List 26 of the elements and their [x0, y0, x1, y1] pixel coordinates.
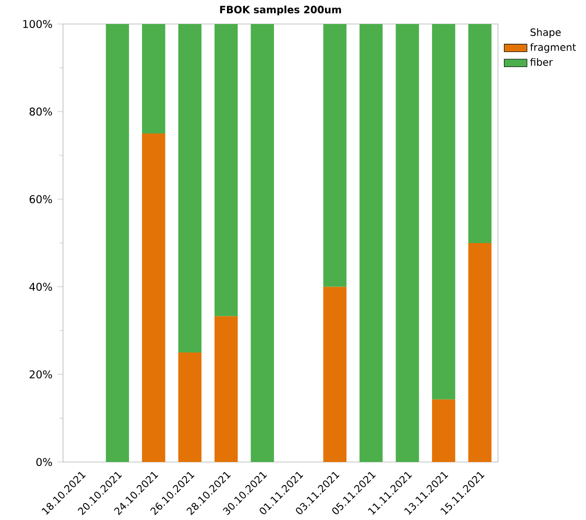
bar [432, 399, 456, 462]
bar [142, 24, 166, 134]
bar [214, 24, 238, 316]
y-tick-label: 100% [23, 20, 52, 28]
bar [360, 24, 383, 462]
bar [323, 24, 346, 287]
bar [178, 24, 202, 352]
bar [396, 24, 419, 462]
bar [106, 24, 129, 462]
bar [214, 316, 238, 462]
bar [178, 352, 202, 462]
y-tick-label: 20% [30, 370, 52, 378]
bar [432, 24, 456, 400]
bar [468, 242, 492, 462]
legend-label: fragment [530, 43, 576, 53]
y-tick-label: 60% [30, 195, 52, 204]
legend-title: Shape [530, 28, 561, 38]
bar [323, 286, 346, 462]
bar [142, 133, 166, 462]
legend-label: fiber [530, 58, 553, 66]
y-tick-label: 0% [36, 458, 52, 466]
chart-title: FBOK samples 200um [220, 6, 341, 16]
y-tick-label: 80% [30, 108, 52, 116]
y-tick-label: 40% [29, 282, 52, 291]
bar [250, 24, 274, 462]
bar [468, 24, 492, 243]
